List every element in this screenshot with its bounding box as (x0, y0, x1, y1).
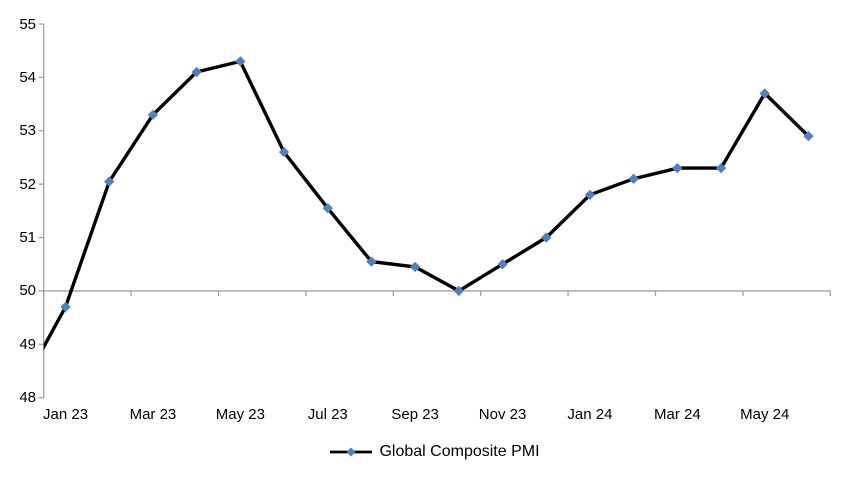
y-axis-label: 48 (19, 389, 36, 407)
x-axis-label: Nov 23 (478, 406, 527, 423)
x-axis-label: Mar 23 (129, 406, 177, 423)
x-axis-label: Mar 24 (654, 406, 701, 423)
y-axis-label: 53 (19, 122, 36, 140)
data-point-marker (409, 261, 421, 273)
data-point-marker (235, 56, 246, 67)
data-point-marker (584, 189, 596, 200)
x-axis-label: Jul 23 (307, 406, 348, 423)
x-axis-label: May 23 (215, 406, 265, 423)
y-axis-label: 51 (19, 229, 36, 247)
y-axis-label: 55 (19, 15, 36, 33)
data-point-marker (803, 130, 814, 142)
data-point-marker (541, 232, 552, 243)
data-point-marker (453, 285, 465, 297)
legend-label: Global Composite PMI (379, 443, 540, 460)
x-axis-label: Jan 24 (567, 406, 613, 423)
y-axis-label: 52 (19, 175, 36, 193)
data-point-marker (715, 162, 727, 174)
data-point-marker (366, 256, 377, 267)
data-point-marker (104, 176, 115, 187)
x-axis-label: May 24 (740, 406, 790, 423)
y-axis-label: 50 (19, 282, 36, 300)
data-point-marker (672, 162, 683, 174)
data-point-marker (497, 259, 508, 270)
data-point-marker (60, 301, 71, 313)
data-point-marker (628, 173, 639, 184)
data-point-marker (147, 109, 159, 120)
x-axis-label: Jan 23 (43, 406, 89, 423)
data-point-marker (322, 203, 333, 214)
data-point-marker (759, 88, 770, 99)
series-global-composite-pmi (43, 56, 814, 351)
legend: Global Composite PMI (0, 443, 852, 461)
x-axis-label: Sep 23 (391, 406, 439, 423)
data-point-marker (278, 146, 290, 158)
y-axis-label: 54 (19, 68, 36, 86)
data-point-marker (191, 66, 202, 78)
legend-line-marker-icon (330, 447, 373, 457)
y-axis-label: 49 (19, 335, 36, 353)
